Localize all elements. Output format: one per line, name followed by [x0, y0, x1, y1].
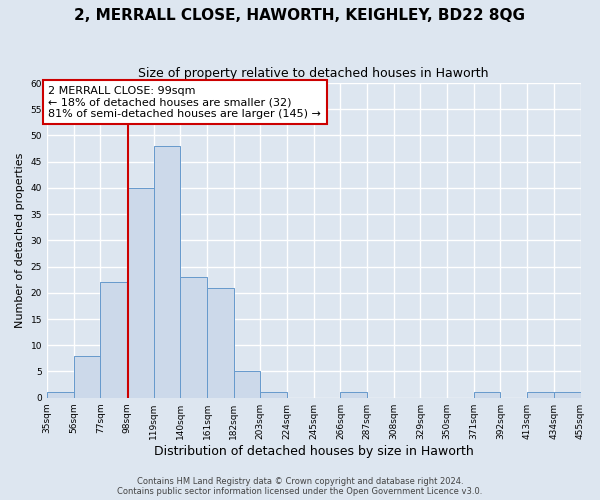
Bar: [47, 392, 74, 398]
Bar: [127, 188, 154, 398]
Bar: [154, 146, 181, 398]
Text: 2, MERRALL CLOSE, HAWORTH, KEIGHLEY, BD22 8QG: 2, MERRALL CLOSE, HAWORTH, KEIGHLEY, BD2…: [74, 8, 526, 22]
Bar: [181, 277, 207, 398]
Bar: [554, 392, 581, 398]
Text: Contains HM Land Registry data © Crown copyright and database right 2024.: Contains HM Land Registry data © Crown c…: [137, 477, 463, 486]
Y-axis label: Number of detached properties: Number of detached properties: [15, 152, 25, 328]
Bar: [233, 372, 260, 398]
Bar: [260, 392, 287, 398]
X-axis label: Distribution of detached houses by size in Haworth: Distribution of detached houses by size …: [154, 444, 473, 458]
Bar: [207, 288, 233, 398]
Bar: [474, 392, 500, 398]
Text: Contains public sector information licensed under the Open Government Licence v3: Contains public sector information licen…: [118, 487, 482, 496]
Text: 2 MERRALL CLOSE: 99sqm
← 18% of detached houses are smaller (32)
81% of semi-det: 2 MERRALL CLOSE: 99sqm ← 18% of detached…: [48, 86, 321, 119]
Bar: [100, 282, 127, 398]
Bar: [74, 356, 100, 398]
Bar: [527, 392, 554, 398]
Title: Size of property relative to detached houses in Haworth: Size of property relative to detached ho…: [139, 68, 489, 80]
Bar: [340, 392, 367, 398]
